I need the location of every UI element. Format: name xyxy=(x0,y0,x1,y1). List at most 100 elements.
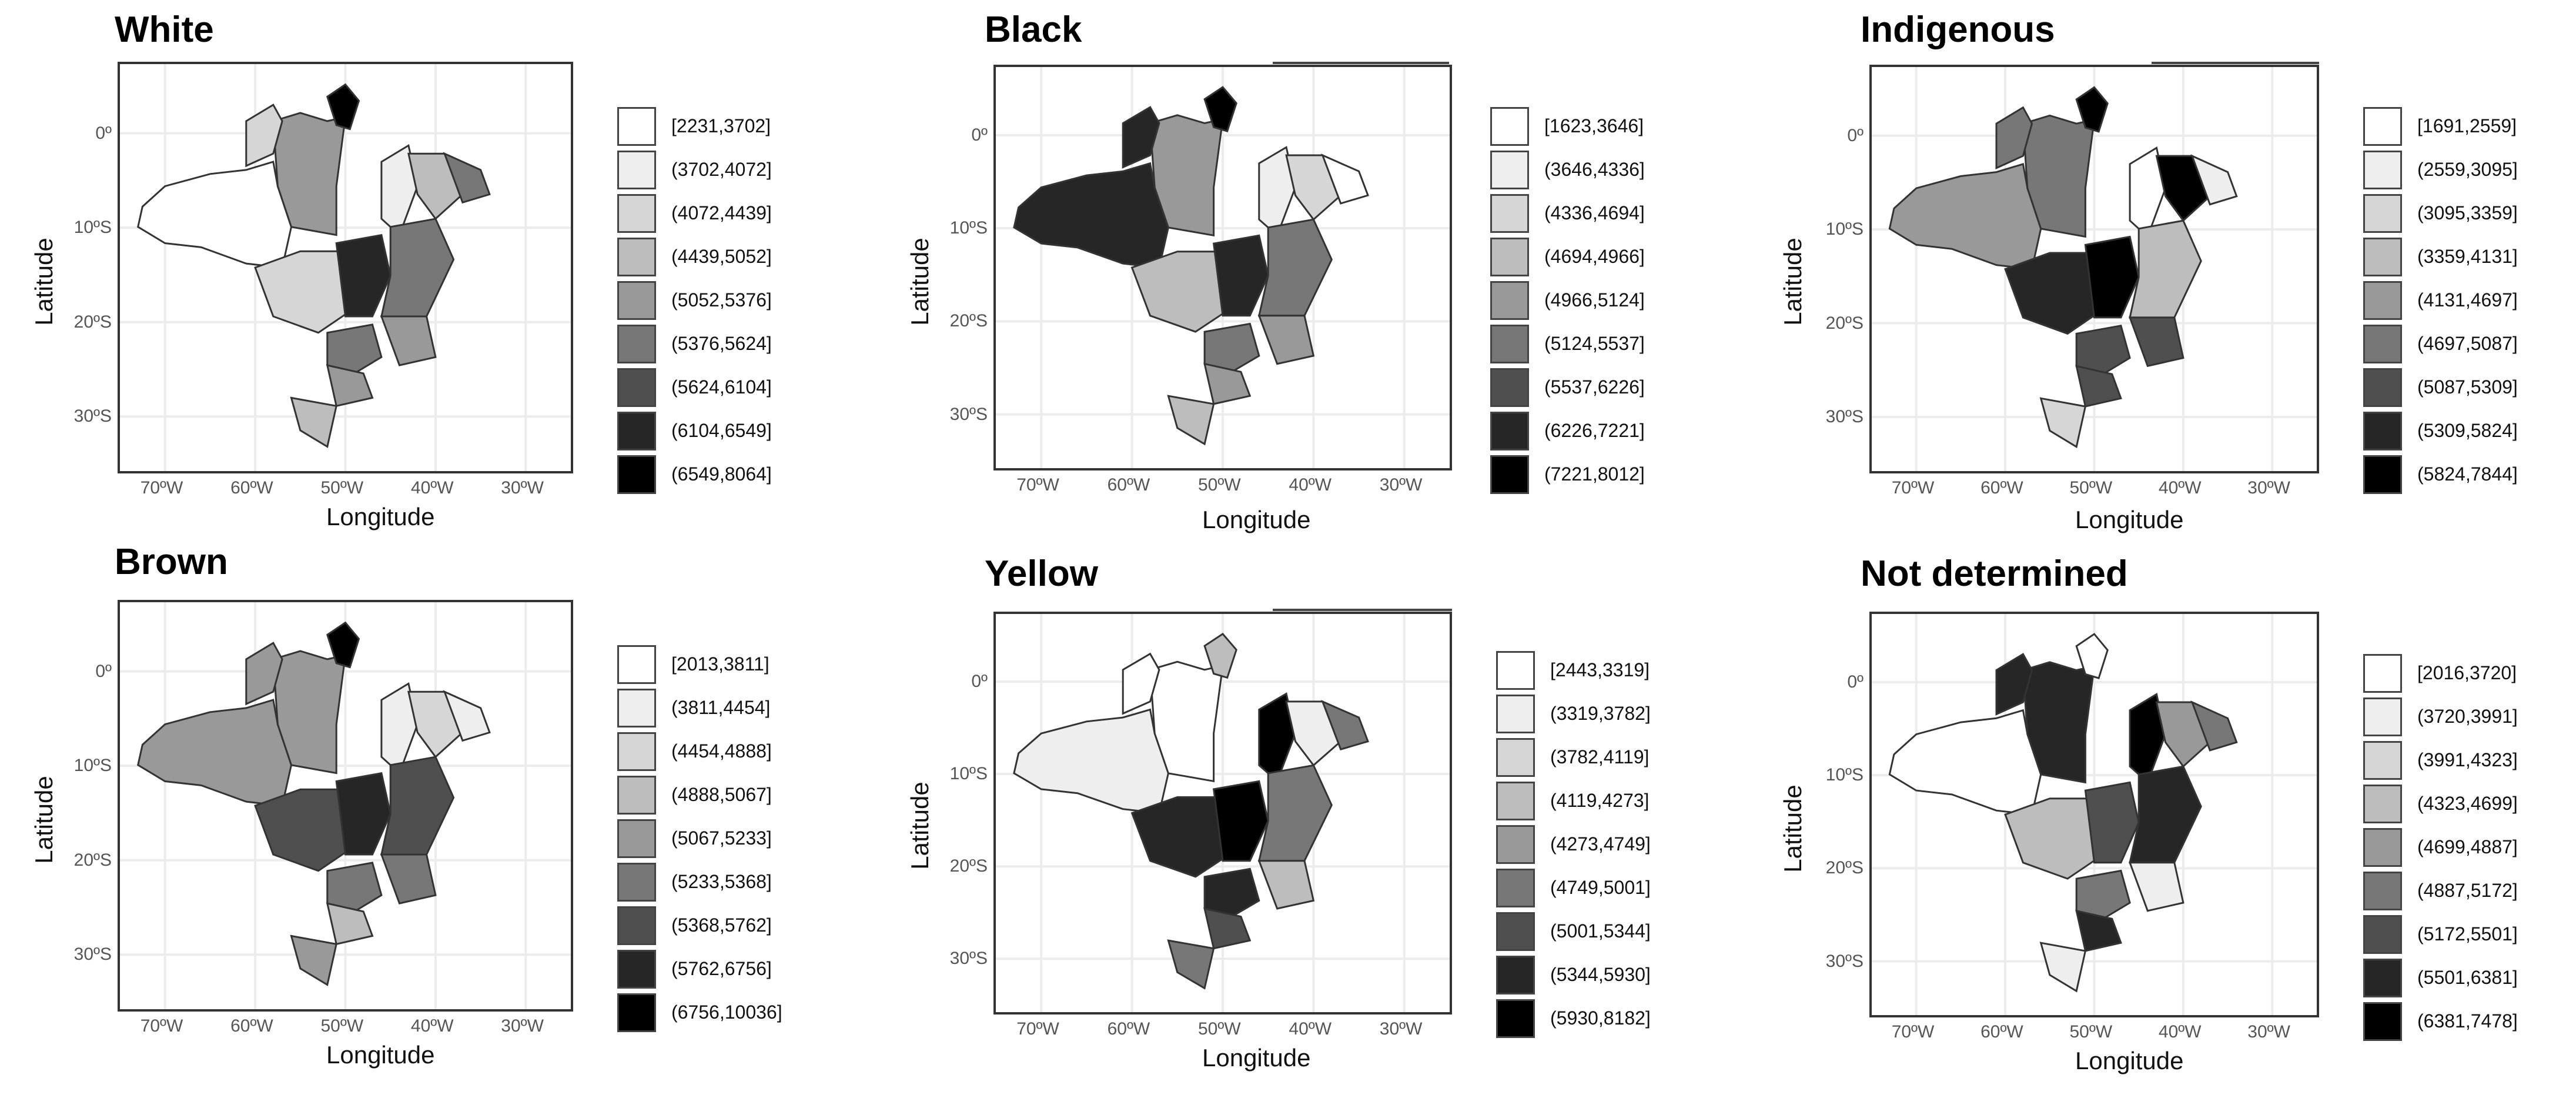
y-tick-label: 10ºS xyxy=(949,764,988,784)
legend-label: (5344,5930] xyxy=(1550,964,1651,985)
legend-swatch xyxy=(617,412,656,450)
brazil-map xyxy=(996,67,1450,468)
y-tick-label: 10ºS xyxy=(73,218,112,238)
region-center xyxy=(335,233,392,318)
legend-swatch xyxy=(2363,915,2402,954)
legend-swatch xyxy=(2363,1002,2402,1041)
x-axis-title: Longitude xyxy=(2075,506,2184,533)
x-tick-label: 30ºW xyxy=(501,1016,544,1036)
y-axis-title: Latitude xyxy=(906,238,934,326)
legend-item: (3646,4336] xyxy=(1490,149,1684,192)
legend-label: (3720,3991] xyxy=(2417,706,2518,727)
y-tick-label: 10ºS xyxy=(949,218,988,238)
x-axis-title: Longitude xyxy=(1202,506,1311,533)
y-tick-label: 30ºS xyxy=(73,406,112,426)
region-northeast-b xyxy=(2155,701,2212,768)
y-tick-label: 10ºS xyxy=(73,756,112,776)
legend-label: (3991,4323] xyxy=(2417,749,2518,770)
legend-item: (5624,6104] xyxy=(617,367,811,409)
region-north-west xyxy=(1013,708,1169,815)
region-north-east xyxy=(245,642,283,706)
legend-swatch xyxy=(617,238,656,276)
frame-top-border xyxy=(1273,62,1449,64)
legend-swatch xyxy=(2363,959,2402,997)
brazil-map xyxy=(1872,67,2317,471)
region-southeast-a xyxy=(380,756,455,856)
x-tick-label: 50ºW xyxy=(1198,1019,1241,1039)
legend-label: (4888,5067] xyxy=(671,784,772,805)
region-northeast-c xyxy=(1321,153,1369,205)
legend-item: (3811,4454] xyxy=(617,688,811,730)
legend-swatch xyxy=(1490,325,1529,363)
region-south-c xyxy=(290,396,338,448)
legend-label: (2559,3095] xyxy=(2417,159,2518,180)
legend-swatch xyxy=(2363,741,2402,780)
y-tick-label: 20ºS xyxy=(73,312,112,332)
legend-item: (5124,5537] xyxy=(1490,323,1684,366)
legend-swatch xyxy=(2363,238,2402,276)
legend-label: [1691,2559] xyxy=(2417,115,2517,136)
region-southeast-b xyxy=(2128,316,2184,368)
region-south-c xyxy=(290,935,338,986)
region-south-b xyxy=(326,902,374,946)
y-tick-label: 10ºS xyxy=(1825,219,1864,239)
x-tick-label: 60ºW xyxy=(1980,478,2023,498)
legend-swatch xyxy=(1496,738,1535,777)
legend-label: (5001,5344] xyxy=(1550,920,1651,942)
region-northeast-b xyxy=(1285,700,1342,767)
legend-swatch xyxy=(2363,107,2402,146)
region-northeast-c xyxy=(1321,700,1369,751)
legend-item: (3359,4131] xyxy=(2363,236,2557,279)
legend-label: (4966,5124] xyxy=(1544,289,1645,311)
legend-item: (4966,5124] xyxy=(1490,280,1684,322)
legend-label: (4131,4697] xyxy=(2417,289,2518,311)
region-south-b xyxy=(2075,365,2122,408)
legend-swatch xyxy=(2363,368,2402,407)
legend-item: (5052,5376] xyxy=(617,280,811,322)
x-tick-label: 30ºW xyxy=(501,478,544,498)
legend-item: (5537,6226] xyxy=(1490,367,1684,409)
legend-swatch xyxy=(617,950,656,989)
region-northeast-a xyxy=(1258,146,1297,237)
legend-item: (6756,10036] xyxy=(617,992,811,1034)
region-north-center xyxy=(2022,114,2096,238)
region-north-center xyxy=(2022,661,2096,784)
region-southeast-a xyxy=(1257,218,1333,317)
legend-label: (5376,5624] xyxy=(671,333,772,354)
region-north-tip xyxy=(2075,633,2109,679)
legend-swatch xyxy=(2363,785,2402,823)
region-south-c xyxy=(2039,397,2087,449)
map-plot-area xyxy=(1869,65,2319,473)
legend-item: (5309,5824] xyxy=(2363,411,2557,453)
region-southeast-b xyxy=(1257,315,1315,365)
legend-swatch xyxy=(617,993,656,1032)
legend-item: (4072,4439] xyxy=(617,193,811,235)
x-tick-label: 70ºW xyxy=(1891,1022,1935,1042)
legend-item: (3702,4072] xyxy=(617,149,811,192)
legend-swatch xyxy=(1490,455,1529,494)
y-axis-title: Latitude xyxy=(906,782,934,870)
legend-swatch xyxy=(617,776,656,815)
brazil-map xyxy=(1872,614,2317,1015)
region-southeast-b xyxy=(380,853,437,905)
legend-label: (5501,6381] xyxy=(2417,967,2518,988)
legend-item: (5930,8182] xyxy=(1496,998,1690,1040)
legend: [2013,3811] (3811,4454] (4454,4888] (4888,5… xyxy=(617,644,817,1036)
legend-label: (4697,5087] xyxy=(2417,333,2518,354)
region-northeast-a xyxy=(2129,693,2167,784)
legend-swatch xyxy=(617,368,656,407)
region-northeast-c xyxy=(2190,700,2238,752)
legend-swatch xyxy=(1496,956,1535,994)
x-tick-label: 70ºW xyxy=(140,478,183,498)
y-tick-label: 20ºS xyxy=(1825,858,1864,878)
legend: [2016,3720] (3720,3991] (3991,4323] (4323,4… xyxy=(2363,653,2563,1044)
legend-swatch xyxy=(617,906,656,945)
legend-item: (5376,5624] xyxy=(617,323,811,366)
legend-item: (4699,4887] xyxy=(2363,827,2557,869)
legend-item: (5368,5762] xyxy=(617,905,811,947)
legend-label: (6381,7478] xyxy=(2417,1010,2518,1032)
legend-item: (5501,6381] xyxy=(2363,957,2557,1000)
y-tick-label: 0º xyxy=(95,123,112,143)
legend-swatch xyxy=(2363,194,2402,233)
region-southeast-a xyxy=(380,218,455,318)
